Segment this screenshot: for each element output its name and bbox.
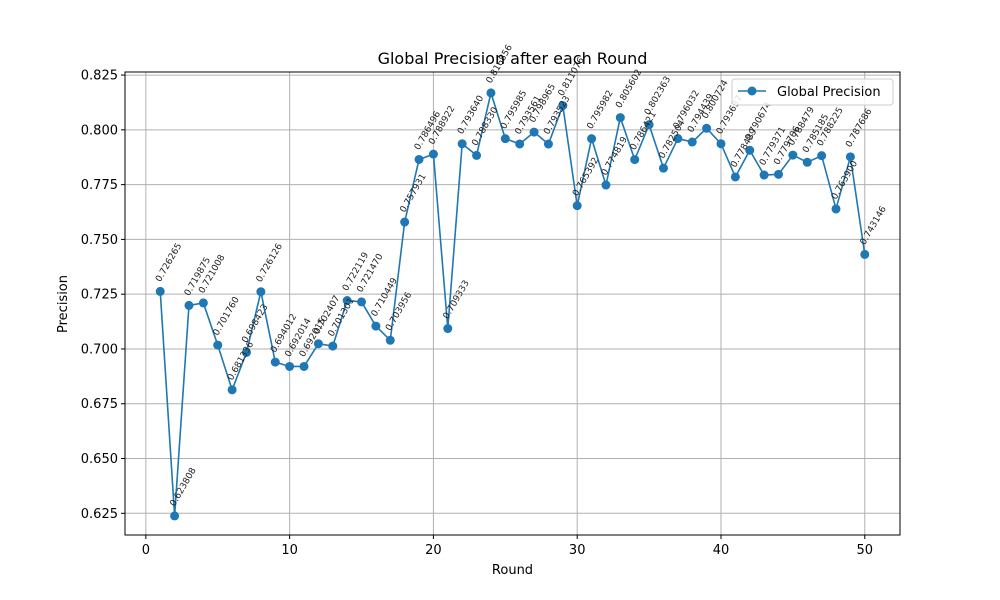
data-point-marker <box>213 340 223 350</box>
data-point-marker <box>371 321 381 331</box>
legend: Global Precision <box>731 78 894 106</box>
data-point-marker <box>860 249 870 259</box>
y-tick-label: 0.775 <box>81 178 118 193</box>
data-point-marker <box>601 180 611 190</box>
y-tick-label: 0.675 <box>81 397 118 412</box>
x-tick-label: 10 <box>281 543 298 558</box>
chart-title: Global Precision after each Round <box>378 49 648 68</box>
data-point-marker <box>227 385 237 395</box>
data-point-marker <box>414 154 424 164</box>
plot-background <box>125 72 900 535</box>
data-point-marker <box>529 127 539 137</box>
data-point-marker <box>644 120 654 130</box>
y-tick-label: 0.700 <box>81 342 118 357</box>
y-tick-label: 0.750 <box>81 233 118 248</box>
legend-marker-swatch <box>747 86 757 96</box>
data-point-marker <box>802 157 812 167</box>
data-point-marker <box>572 201 582 211</box>
data-point-marker <box>241 347 251 357</box>
legend-label: Global Precision <box>777 85 881 100</box>
y-axis-ticks: 0.625 0.650 0.675 0.700 0.725 0.750 0.775 0.800… <box>81 69 125 522</box>
data-point-marker <box>472 150 482 160</box>
data-point-marker <box>774 169 784 179</box>
data-point-marker <box>285 361 295 371</box>
y-axis-title: Precision <box>56 275 71 333</box>
y-tick-label: 0.825 <box>81 69 118 84</box>
data-point-marker <box>500 134 510 144</box>
data-point-marker <box>558 101 568 111</box>
data-point-marker <box>615 113 625 123</box>
data-point-marker <box>385 335 395 345</box>
data-point-marker <box>299 361 309 371</box>
data-point-marker <box>687 137 697 147</box>
series-marker-layer <box>155 88 870 521</box>
x-tick-label: 40 <box>713 543 730 558</box>
x-axis-ticks: 0 10 20 30 40 50 <box>142 535 873 558</box>
plot-frame <box>124 71 901 536</box>
legend-box <box>731 78 894 106</box>
data-point-marker <box>198 298 208 308</box>
data-point-marker <box>256 287 266 297</box>
y-tick-label: 0.650 <box>81 452 118 467</box>
data-point-marker <box>845 152 855 162</box>
data-point-marker <box>673 134 683 144</box>
data-point-marker <box>428 149 438 159</box>
data-point-marker <box>543 139 553 149</box>
data-point-marker <box>730 172 740 182</box>
data-point-marker <box>486 88 496 98</box>
data-point-marker <box>328 341 338 351</box>
data-point-marker <box>759 170 769 180</box>
data-point-marker <box>658 163 668 173</box>
data-point-marker <box>745 145 755 155</box>
x-tick-label: 0 <box>142 543 150 558</box>
data-point-marker <box>400 217 410 227</box>
data-point-marker <box>716 139 726 149</box>
data-point-marker <box>788 150 798 160</box>
data-point-marker <box>270 357 280 367</box>
x-tick-label: 30 <box>569 543 586 558</box>
y-tick-label: 0.800 <box>81 123 118 138</box>
data-point-marker <box>630 155 640 165</box>
data-point-marker <box>817 151 827 161</box>
grid-lines <box>125 72 900 535</box>
data-point-marker <box>587 134 597 144</box>
data-point-marker <box>357 297 367 307</box>
data-point-marker <box>457 139 467 149</box>
data-point-marker <box>342 296 352 306</box>
y-tick-label: 0.725 <box>81 288 118 303</box>
x-tick-label: 50 <box>856 543 873 558</box>
data-point-marker <box>155 286 165 296</box>
data-point-marker <box>831 204 841 214</box>
y-tick-label: 0.625 <box>81 507 118 522</box>
x-tick-label: 20 <box>425 543 442 558</box>
data-point-marker <box>515 139 525 149</box>
x-axis-title: Round <box>492 563 533 578</box>
data-point-marker <box>170 511 180 521</box>
data-point-marker <box>313 339 323 349</box>
data-point-marker <box>702 123 712 133</box>
data-point-marker <box>443 324 453 334</box>
data-point-marker <box>184 300 194 310</box>
